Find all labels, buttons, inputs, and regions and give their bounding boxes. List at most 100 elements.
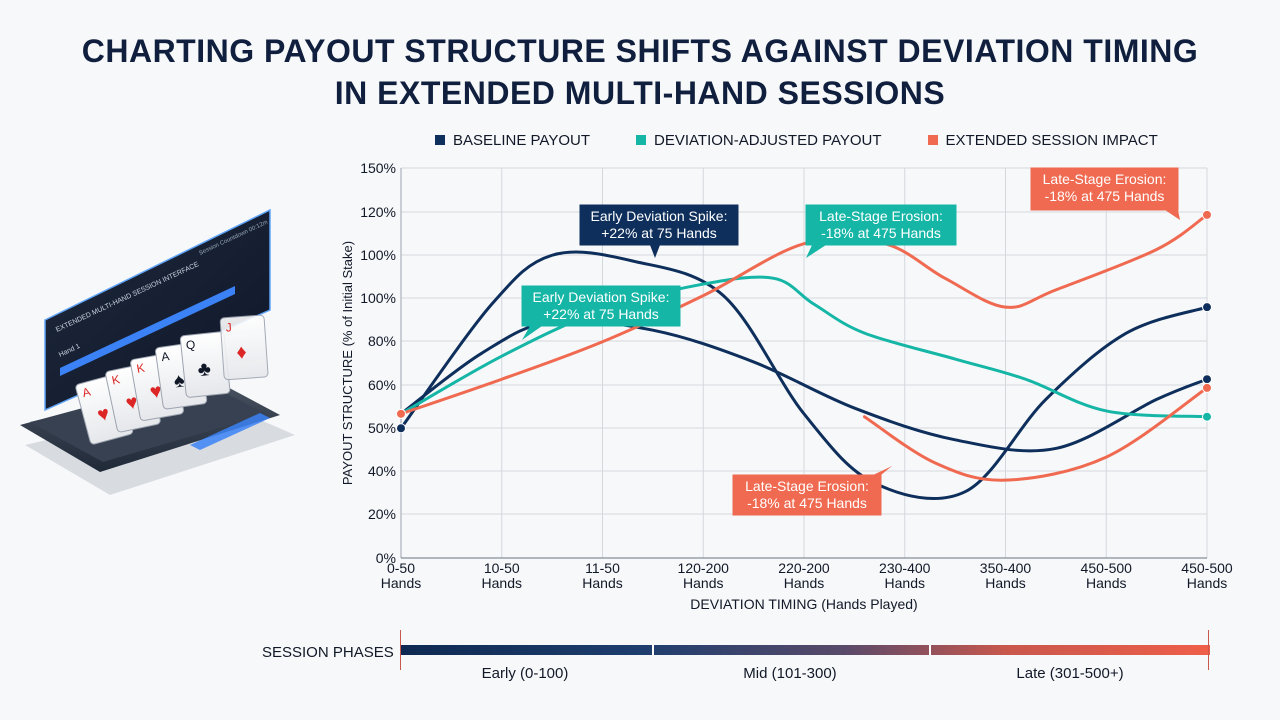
- series-point-extended: [396, 408, 406, 419]
- annotation-text: -18% at 475 Hands: [821, 225, 941, 241]
- annotation-pointer: [522, 326, 542, 340]
- session-phases-label: SESSION PHASES: [262, 644, 394, 661]
- card-3-rank: K: [135, 361, 145, 376]
- phase-tick-end: [1208, 630, 1209, 670]
- series-point-extended: [1202, 382, 1212, 393]
- x-tick-label: 350-400: [980, 560, 1032, 576]
- annotation-text: Late-Stage Erosion:: [1043, 171, 1167, 187]
- x-tick-label: 10-50: [484, 560, 520, 576]
- series-line-baseline: [399, 250, 1209, 500]
- x-tick-label-sub: Hands: [1187, 575, 1227, 591]
- x-tick-label-sub: Hands: [683, 575, 723, 591]
- card-4-rank: A: [160, 349, 170, 364]
- legend-label-deviation: DEVIATION-ADJUSTED PAYOUT: [654, 131, 882, 149]
- phase-mid: Mid (101-300): [743, 665, 837, 682]
- legend-label-baseline: BASELINE PAYOUT: [453, 131, 590, 149]
- annotation-box: [732, 474, 882, 516]
- x-tick-label-sub: Hands: [1086, 575, 1126, 591]
- x-tick-label: 120-200: [678, 560, 730, 576]
- series-point-baseline: [1202, 302, 1212, 313]
- club-icon: ♣: [197, 358, 212, 381]
- card-1-rank: A: [81, 385, 92, 401]
- spade-icon: ♠: [172, 369, 186, 392]
- phase-late: Late (301-500+): [1016, 665, 1124, 682]
- series-line-baseline: [399, 318, 1209, 453]
- legend-item-deviation: DEVIATION-ADJUSTED PAYOUT: [636, 130, 882, 150]
- x-tick-label-sub: Hands: [582, 575, 622, 591]
- y-tick-label: 100%: [360, 247, 396, 263]
- x-tick-label-sub: Hands: [784, 575, 824, 591]
- annotation-pointer: [650, 245, 660, 258]
- y-tick-label: 20%: [368, 506, 396, 522]
- y-tick-label: 40%: [368, 463, 396, 479]
- phase-tick-start: [400, 630, 401, 670]
- phase-separator-2: [929, 645, 931, 655]
- title-line-2: IN EXTENDED MULTI-HAND SESSIONS: [334, 75, 946, 111]
- floating-screen: [44, 208, 271, 412]
- annotation-text: -18% at 475 Hands: [747, 495, 867, 511]
- diamond-icon: ♦: [236, 341, 248, 364]
- series-line-deviation: [399, 275, 1209, 419]
- card-6: J ♦: [219, 314, 269, 381]
- chart-title: CHARTING PAYOUT STRUCTURE SHIFTS AGAINST…: [0, 30, 1280, 114]
- series-point-deviation: [1202, 411, 1212, 422]
- x-tick-label: 0-50: [387, 560, 415, 576]
- annotation-pointer: [873, 466, 892, 475]
- card-5: Q ♣: [179, 331, 231, 398]
- title-line-1: CHARTING PAYOUT STRUCTURE SHIFTS AGAINST…: [81, 33, 1199, 69]
- glow-button: [190, 413, 270, 450]
- card-5-rank: Q: [185, 337, 196, 352]
- phase-early: Early (0-100): [481, 665, 569, 682]
- series-point-baseline: [1202, 374, 1212, 385]
- heart-icon: ♥: [148, 380, 164, 404]
- x-tick-label-sub: Hands: [381, 575, 421, 591]
- heart-icon: ♥: [95, 402, 112, 426]
- annotation-box: [1030, 167, 1179, 211]
- line-chart: 0%20%40%50%60%80%100%100%120%150%0-50Han…: [340, 160, 1233, 612]
- y-tick-label: 50%: [368, 420, 396, 436]
- x-tick-label: 450-500: [1081, 560, 1133, 576]
- phase-separator-1: [652, 645, 654, 655]
- annotation-box: [579, 204, 739, 246]
- annotation-text: -18% at 475 Hands: [1045, 188, 1165, 204]
- y-tick-label: 120%: [360, 204, 396, 220]
- x-tick-label-sub: Hands: [885, 575, 925, 591]
- y-tick-label: 0%: [376, 550, 396, 566]
- session-phases-bar: [400, 645, 1210, 655]
- screen-progress-bar: [60, 286, 235, 376]
- annotation-text: Early Deviation Spike:: [533, 289, 670, 305]
- annotation-text: +22% at 75 Hands: [601, 225, 717, 241]
- legend-item-baseline: BASELINE PAYOUT: [435, 130, 590, 150]
- legend-swatch-deviation: [636, 135, 646, 145]
- card-6-rank: J: [225, 320, 232, 334]
- annotation-box: [521, 285, 681, 327]
- x-tick-label-sub: Hands: [985, 575, 1025, 591]
- y-tick-label: 80%: [368, 333, 396, 349]
- session-phases: SESSION PHASES Early (0-100) Mid (101-30…: [0, 625, 1280, 695]
- x-tick-label: 450-500: [1181, 560, 1233, 576]
- y-tick-label: 60%: [368, 377, 396, 393]
- tablet-illustration: EXTENDED MULTI-HAND SESSION INTERFACE Se…: [20, 208, 295, 495]
- y-tick-label: 100%: [360, 290, 396, 306]
- annotation-text: Late-Stage Erosion:: [745, 478, 869, 494]
- y-tick-label: 150%: [360, 160, 396, 176]
- card-fan: A ♥ K ♥ K ♥ A ♠ Q ♣ J ♦: [75, 314, 269, 445]
- annotation-text: Late-Stage Erosion:: [819, 208, 943, 224]
- card-2-rank: K: [111, 372, 122, 387]
- series-point-extended: [1202, 209, 1212, 220]
- x-axis-title: DEVIATION TIMING (Hands Played): [690, 596, 917, 612]
- series-point-baseline: [396, 423, 406, 434]
- annotation-pointer: [1165, 210, 1180, 220]
- legend-swatch-extended: [927, 135, 938, 145]
- legend-label-extended: EXTENDED SESSION IMPACT: [945, 131, 1158, 149]
- chart-legend: BASELINE PAYOUT DEVIATION-ADJUSTED PAYOU…: [435, 130, 1158, 150]
- legend-item-extended: EXTENDED SESSION IMPACT: [927, 130, 1158, 150]
- x-tick-label-sub: Hands: [482, 575, 522, 591]
- x-tick-label: 220-200: [778, 560, 830, 576]
- annotation-pointer: [806, 245, 826, 258]
- legend-swatch-baseline: [435, 135, 445, 145]
- annotation-text: +22% at 75 Hands: [543, 306, 659, 322]
- y-axis-title: PAYOUT STRUCTURE (% of Initial Stake): [340, 241, 355, 485]
- x-tick-label: 230-400: [879, 560, 931, 576]
- series-line-extended: [862, 386, 1209, 482]
